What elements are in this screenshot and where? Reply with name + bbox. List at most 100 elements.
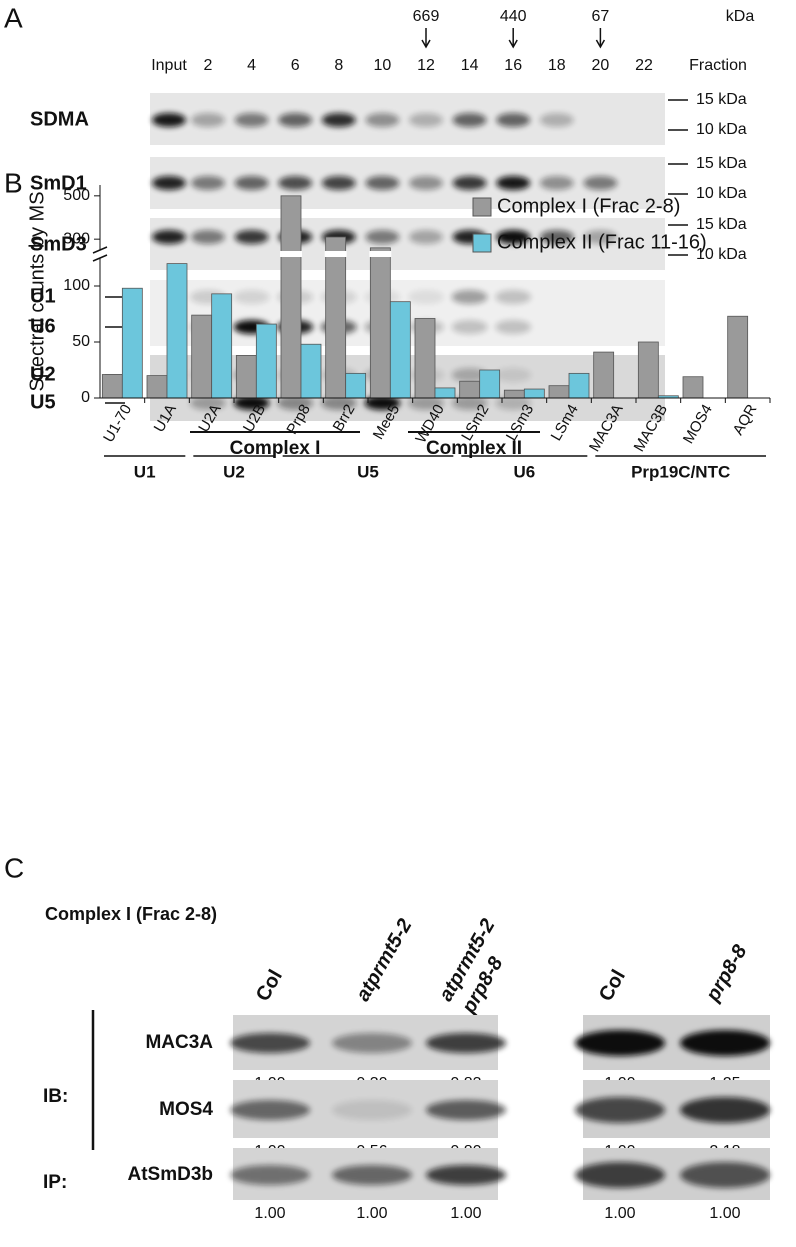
quantification: 1.00 [450, 1205, 481, 1222]
lane-label: 4 [247, 57, 256, 74]
size-marker: 67 [592, 8, 610, 25]
marker-label: 15 kDa [696, 216, 747, 233]
lane-label: 10 [374, 57, 392, 74]
band [426, 1033, 506, 1053]
blot-label: U1 [30, 285, 56, 307]
x-tick-label: MOS4 [680, 401, 716, 446]
complex-label: Complex I [230, 438, 321, 459]
band [583, 176, 618, 190]
band [495, 290, 532, 304]
lane-label: 14 [461, 57, 479, 74]
band [680, 1097, 770, 1123]
bar [459, 380, 481, 399]
marker-label: 10 kDa [696, 246, 747, 263]
legend-label: Complex II (Frac 11-16) [497, 231, 707, 253]
band [332, 1165, 412, 1185]
band [277, 396, 314, 410]
blot-label: SmD1 [30, 172, 87, 194]
bar [389, 301, 411, 399]
quantification: 1.00 [254, 1205, 285, 1222]
panel-title: Complex I (Frac 2-8) [45, 904, 217, 924]
band [451, 320, 488, 334]
bar [146, 375, 168, 399]
blot-label: SmD3 [30, 233, 87, 255]
bar [523, 388, 545, 399]
band [230, 1100, 310, 1120]
group-label: U5 [357, 462, 379, 481]
group-label: U6 [513, 462, 535, 481]
marker-label: 10 kDa [696, 121, 747, 138]
bar [434, 387, 456, 399]
blot-label: U2 [30, 363, 56, 385]
band [426, 1165, 506, 1185]
legend-swatch [472, 197, 492, 217]
bar [166, 263, 188, 399]
bar [235, 355, 257, 399]
axis-break [280, 251, 302, 257]
group-label: U1 [134, 462, 156, 481]
marker-label: 15 kDa [696, 91, 747, 108]
band [408, 396, 444, 410]
bar [211, 293, 233, 399]
band [539, 230, 574, 244]
break-mark [92, 246, 108, 254]
bar [503, 389, 525, 399]
band [365, 176, 400, 190]
panel-label: C [4, 852, 24, 883]
lane-label: 20 [592, 57, 610, 74]
bar [121, 287, 143, 399]
band [190, 396, 226, 410]
marker-label: 10 kDa [696, 185, 747, 202]
y-tick-label: 100 [63, 277, 90, 294]
band [332, 1100, 412, 1120]
band [321, 176, 356, 190]
band [426, 1100, 506, 1120]
band [496, 113, 531, 127]
band [575, 1162, 665, 1188]
y-tick-label: 50 [72, 333, 90, 350]
band [365, 113, 400, 127]
bar [280, 195, 302, 399]
row-label: MAC3A [145, 1032, 213, 1053]
marker-arrowhead [421, 39, 431, 49]
bar [727, 315, 749, 399]
band [191, 230, 225, 244]
quantification: 1.00 [604, 1205, 635, 1222]
y-tick-label: 500 [63, 187, 90, 204]
band [234, 230, 269, 244]
y-tick-label: 300 [63, 230, 90, 247]
column-header: Col [595, 966, 630, 1005]
band [409, 113, 443, 127]
blot-label: SDMA [30, 108, 89, 130]
band [496, 230, 531, 244]
band [575, 1030, 665, 1056]
legend-swatch [472, 233, 492, 253]
marker-label: 15 kDa [696, 155, 747, 172]
blot [150, 218, 665, 270]
group-label: Prp19C/NTC [631, 462, 730, 481]
panel-label: A [4, 2, 23, 33]
band [152, 230, 186, 244]
bar [548, 385, 570, 399]
band [496, 176, 531, 190]
band [278, 176, 313, 190]
band [191, 176, 225, 190]
bar [300, 343, 322, 399]
quantification: 1.00 [709, 1205, 740, 1222]
panel-label: B [4, 167, 23, 198]
marker-arrowhead [595, 39, 606, 49]
lane-label: 6 [291, 57, 300, 74]
band [409, 230, 443, 244]
break-mark [92, 254, 108, 262]
group-label: IB: [43, 1086, 68, 1107]
x-tick-label: U1-70 [100, 401, 135, 445]
unit: kDa [726, 8, 755, 25]
band [233, 290, 270, 304]
band [332, 1033, 412, 1053]
row-label: AtSmD3b [127, 1164, 213, 1185]
lane-label: 22 [635, 57, 653, 74]
band [409, 176, 443, 190]
band [230, 1033, 310, 1053]
axis-break [324, 251, 347, 257]
